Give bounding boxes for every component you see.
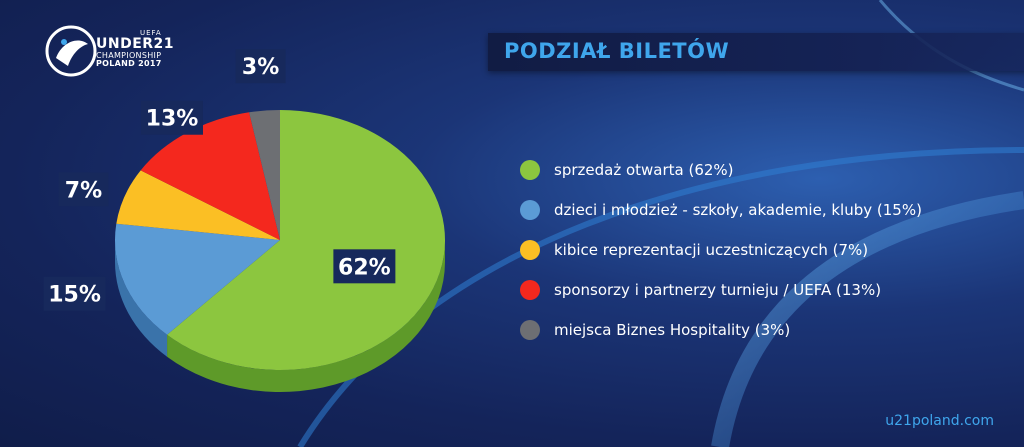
legend-dot-icon (520, 200, 540, 220)
logo-uefa: UEFA (140, 29, 162, 37)
slice-label-box (58, 172, 109, 207)
pie-slice (249, 110, 280, 240)
legend-label: dzieci i młodzież - szkoły, akademie, kl… (554, 201, 922, 219)
logo-text: UEFA UNDER21 CHAMPIONSHIP POLAND 2017 (96, 29, 175, 69)
legend: sprzedaż otwarta (62%) dzieci i młodzież… (520, 160, 1010, 360)
title-bar: PODZIAŁ BILETÓW (488, 33, 1024, 71)
logo-championship: CHAMPIONSHIP (96, 51, 162, 61)
pie-slice-side (115, 240, 168, 357)
legend-dot-icon (520, 280, 540, 300)
legend-label: sponsorzy i partnerzy turnieju / UEFA (1… (554, 281, 882, 299)
legend-item: miejsca Biznes Hospitality (3%) (520, 320, 1010, 360)
slice-label-box (333, 249, 396, 284)
slice-percent-label: 15% (48, 283, 101, 308)
pie-slice (114, 223, 280, 335)
legend-item: dzieci i młodzież - szkoły, akademie, kl… (520, 200, 1010, 240)
legend-label: miejsca Biznes Hospitality (3%) (554, 321, 791, 339)
slice-label-box (140, 100, 203, 135)
pie-slice-side (167, 240, 445, 392)
slice-label-box (235, 49, 286, 84)
slice-percent-label: 7% (65, 178, 102, 203)
tournament-logo: UEFA UNDER21 CHAMPIONSHIP POLAND 2017 (44, 22, 184, 82)
slice-percent-label: 62% (338, 255, 391, 280)
logo-poland: POLAND 2017 (96, 59, 162, 69)
trophy-emblem-icon (45, 25, 97, 77)
pie-slice (140, 112, 280, 240)
slice-percent-label: 3% (242, 55, 279, 80)
legend-item: sprzedaż otwarta (62%) (520, 160, 1010, 200)
slice-label-box (43, 276, 106, 311)
pie-slice (167, 110, 445, 370)
legend-dot-icon (520, 240, 540, 260)
slice-percent-label: 13% (146, 107, 199, 132)
legend-item: kibice reprezentacji uczestniczących (7%… (520, 240, 1010, 280)
logo-under21: UNDER21 (96, 36, 175, 53)
pie-labels: 62% 15% 7% 13% 3% (43, 49, 396, 311)
legend-item: sponsorzy i partnerzy turnieju / UEFA (1… (520, 280, 1010, 320)
swirl-band (711, 191, 1024, 447)
pie-chart (114, 110, 445, 392)
legend-dot-icon (520, 160, 540, 180)
legend-label: sprzedaż otwarta (62%) (554, 161, 734, 179)
page-title: PODZIAŁ BILETÓW (504, 39, 730, 63)
legend-label: kibice reprezentacji uczestniczących (7%… (554, 241, 869, 259)
pie-slice (116, 170, 280, 240)
footer-url[interactable]: u21poland.com (885, 413, 994, 429)
legend-dot-icon (520, 320, 540, 340)
